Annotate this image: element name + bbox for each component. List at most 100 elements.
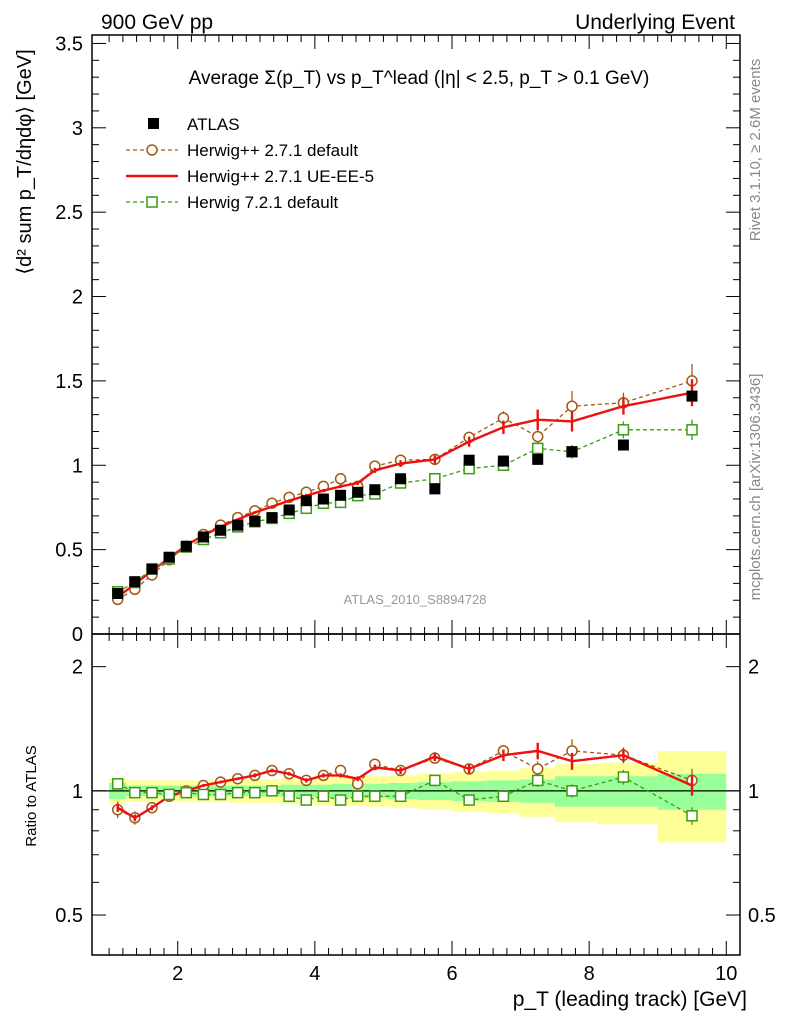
data-point-atlas <box>300 495 312 507</box>
data-point-atlas <box>429 483 441 495</box>
marker-square <box>129 786 141 799</box>
data-point-atlas <box>686 390 698 402</box>
main-y-tick-label: 2 <box>72 287 83 309</box>
axis-ticks <box>92 35 740 955</box>
ratio-panel-frame <box>91 633 741 956</box>
x-tick-label: 6 <box>446 963 457 985</box>
panel-frames <box>91 34 741 956</box>
marker-square <box>300 794 313 806</box>
marker-square <box>334 794 347 806</box>
marker-square <box>266 785 278 797</box>
marker-square <box>429 473 441 485</box>
data-point-atlas <box>163 551 175 563</box>
legend-entry-label: Herwig++ 2.7.1 UE-EE-5 <box>187 167 374 186</box>
legend-entry-label: Herwig++ 2.7.1 default <box>187 141 358 160</box>
data-point-atlas <box>249 515 261 527</box>
legend-entry-label: Herwig 7.2.1 default <box>187 193 338 212</box>
data-point-atlas <box>112 588 124 600</box>
ratio-panel-series <box>111 739 698 825</box>
marker-square <box>531 774 544 787</box>
ratio-y-axis-label: Ratio to ATLAS <box>23 745 40 846</box>
x-tick-label: 8 <box>584 963 595 985</box>
data-point-atlas <box>317 493 329 505</box>
x-tick-label: 4 <box>309 963 320 985</box>
data-point-atlas <box>283 504 295 516</box>
main-y-tick-label: 1.5 <box>55 371 83 393</box>
data-point-atlas <box>369 484 381 496</box>
data-point-atlas <box>266 512 278 524</box>
marker-circle <box>566 400 578 412</box>
series-line-herwig-2-7-1-default <box>117 380 693 600</box>
data-point-atlas <box>352 486 364 498</box>
ratio-y-tick-label-right: 1 <box>748 781 759 803</box>
rivet-version-label: Rivet 3.1.10, ≥ 2.6M events <box>747 59 764 242</box>
marker-square <box>566 785 578 797</box>
series-line-herwig-7-2-1-default <box>117 429 692 593</box>
data-point-atlas <box>497 455 509 467</box>
marker-square <box>317 790 330 803</box>
marker-square <box>497 790 510 803</box>
axis-tick-labels: 0 0.5 1 1.5 2 2.5 3 3.5 0.5 0.5 1 1 2 2 2 4 6 8 10 <box>55 33 776 985</box>
marker-square <box>283 790 295 803</box>
data-point-atlas <box>215 524 227 536</box>
ratio-y-tick-label-right: 0.5 <box>748 905 776 927</box>
marker-square <box>197 788 210 801</box>
marker-square <box>531 442 544 455</box>
ratio-y-tick-label-left: 0.5 <box>55 905 83 927</box>
main-y-tick-label: 1 <box>72 455 83 477</box>
marker-square <box>617 424 630 436</box>
data-point-atlas <box>180 540 192 552</box>
x-tick-label: 10 <box>715 963 737 985</box>
data-point-atlas <box>566 446 578 458</box>
data-point-atlas <box>197 531 209 543</box>
marker-circle <box>531 763 544 775</box>
main-y-tick-label: 0.5 <box>55 540 83 562</box>
data-point-atlas <box>617 439 629 451</box>
legend-marker-atlas <box>148 118 159 129</box>
ratio-y-tick-label-left: 2 <box>72 657 83 679</box>
mcplots-label: mcplots.cern.ch [arXiv:1306.3436] <box>747 374 764 601</box>
main-panel-series <box>111 364 698 606</box>
data-point-atlas <box>129 576 141 588</box>
analysis-label: ATLAS_2010_S8894728 <box>344 592 487 607</box>
data-point-atlas <box>395 473 407 485</box>
marker-square <box>463 794 475 806</box>
legend: ATLAS Herwig++ 2.7.1 default Herwig++ 2.7.… <box>126 115 374 212</box>
legend-marker-circle <box>146 144 158 156</box>
main-y-tick-label: 3 <box>72 118 83 140</box>
marker-square <box>111 778 124 790</box>
marker-circle <box>531 430 544 443</box>
marker-square <box>686 424 698 436</box>
data-point-atlas <box>532 453 544 465</box>
legend-marker-square <box>146 196 158 208</box>
marker-square <box>369 790 381 803</box>
marker-square <box>617 771 630 783</box>
marker-square <box>429 774 441 787</box>
main-y-tick-label: 2.5 <box>55 202 83 224</box>
marker-square <box>351 790 364 803</box>
main-y-tick-label: 3.5 <box>55 33 83 55</box>
marker-square <box>146 786 158 799</box>
marker-square <box>214 788 227 801</box>
x-tick-label: 2 <box>172 963 183 985</box>
marker-square <box>163 788 175 801</box>
marker-square <box>394 790 407 803</box>
header-right: Underlying Event <box>575 11 735 34</box>
main-y-axis-label: ⟨d² sum p_T/dηdφ⟩ [GeV] <box>14 49 36 274</box>
data-point-atlas <box>463 454 475 466</box>
plot-title: Average Σ(p_T) vs p_T^lead (|η| < 2.5, p… <box>189 68 650 89</box>
main-y-tick-label: 0 <box>72 624 83 646</box>
legend-entry-label: ATLAS <box>187 115 240 134</box>
marker-circle <box>334 473 347 485</box>
data-point-atlas <box>146 563 158 575</box>
x-axis-label: p_T (leading track) [GeV] <box>513 988 747 1011</box>
marker-square <box>231 786 244 799</box>
header-left: 900 GeV pp <box>101 11 213 34</box>
ratio-y-tick-label-right: 2 <box>748 657 759 679</box>
series-line-herwig-2-7-1-ue-ee-5 <box>116 391 693 598</box>
marker-square <box>180 786 193 799</box>
data-point-atlas <box>232 519 244 531</box>
marker-square <box>249 786 261 799</box>
marker-square <box>686 810 698 822</box>
